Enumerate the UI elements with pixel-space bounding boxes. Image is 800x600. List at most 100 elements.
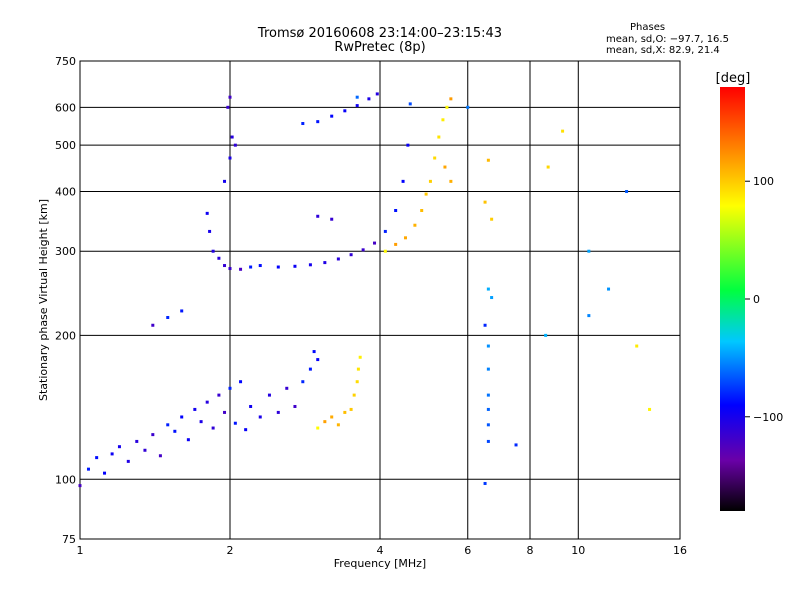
data-point-o (180, 415, 184, 419)
data-point-x (413, 223, 417, 227)
data-point-x (323, 420, 327, 424)
data-point-o (276, 265, 280, 269)
data-point-o (117, 445, 121, 449)
data-point-x (428, 179, 432, 183)
phase-stats-x: mean, sd,X: 82.9, 21.4 (606, 45, 720, 56)
data-point-scattered (486, 423, 490, 427)
data-point-x (356, 367, 360, 371)
data-point-o (383, 229, 387, 233)
data-point-o (367, 97, 371, 101)
colorbar-tick-label: 0 (753, 293, 760, 306)
data-point-scattered (486, 439, 490, 443)
data-point-scattered (587, 249, 591, 253)
data-point-o (151, 323, 155, 327)
data-point-x (561, 129, 565, 133)
data-point-o (211, 249, 215, 253)
data-point-o (316, 358, 320, 362)
data-point-o (308, 263, 312, 267)
data-point-o (226, 105, 230, 109)
data-point-scattered (483, 481, 487, 485)
data-point-o (343, 109, 347, 113)
data-point-x (316, 426, 320, 430)
data-point-x (403, 236, 407, 240)
colorbar-ticks: 100 0 −100 (745, 175, 783, 424)
data-point-o (135, 439, 139, 443)
data-point-o (355, 104, 359, 108)
data-point-x (449, 97, 453, 101)
phase-stats-title: Phases (630, 22, 666, 33)
data-point-o (293, 404, 297, 408)
data-point-scattered (625, 189, 629, 193)
data-point-o (301, 122, 305, 126)
data-point-o (330, 217, 334, 221)
data-point-o (211, 426, 215, 430)
data-point-o (316, 214, 320, 218)
data-point-o (186, 438, 190, 442)
data-point-o (158, 454, 162, 458)
data-point-x (352, 393, 356, 397)
y-axis-ticks: 75 100 200 300 400 500 600 750 (55, 55, 76, 546)
y-tick-label: 75 (62, 533, 76, 546)
data-point-scattered (483, 323, 487, 327)
data-point-o (249, 404, 253, 408)
data-point-scattered (355, 95, 359, 99)
data-point-x (648, 407, 652, 411)
data-point-o (228, 267, 232, 271)
data-point-x (383, 249, 387, 253)
data-point-scattered (466, 105, 470, 109)
data-point-x (433, 156, 437, 160)
data-point-x (486, 158, 490, 162)
colorbar-label: [deg] (716, 71, 751, 86)
data-point-o (301, 380, 305, 384)
grid-lines (80, 61, 680, 539)
data-point-scattered (486, 367, 490, 371)
data-point-o (86, 467, 90, 471)
data-point-o (394, 209, 398, 213)
data-point-o (239, 380, 243, 384)
data-point-o (103, 471, 107, 475)
data-point-o (230, 135, 234, 139)
y-tick-label: 100 (55, 473, 76, 486)
data-point-o (199, 420, 203, 424)
x-tick-label: 8 (527, 544, 534, 557)
data-point-o (205, 400, 209, 404)
data-point-o (233, 421, 237, 425)
chart-subtitle: RwPretec (8p) (334, 40, 426, 55)
data-point-o (373, 241, 377, 245)
colorbar-tick-label: 100 (753, 175, 774, 188)
x-tick-label: 10 (571, 544, 585, 557)
data-point-o (208, 229, 212, 233)
data-point-o (323, 261, 327, 265)
data-point-o (223, 264, 227, 268)
x-axis-ticks: 1 2 4 6 8 10 16 (77, 544, 688, 557)
data-point-x (441, 118, 445, 122)
data-point-o (330, 114, 334, 118)
data-point-o (244, 428, 248, 432)
data-point-x (336, 423, 340, 427)
data-point-o (173, 429, 177, 433)
data-point-o (308, 367, 312, 371)
data-point-scattered (486, 393, 490, 397)
data-point-x (546, 165, 550, 169)
data-point-x (437, 135, 441, 139)
data-point-o (110, 452, 114, 456)
y-tick-label: 300 (55, 245, 76, 258)
data-point-o (312, 350, 316, 354)
y-tick-label: 500 (55, 139, 76, 152)
data-point-o (239, 267, 243, 271)
data-point-o (375, 92, 379, 96)
x-tick-label: 2 (227, 544, 234, 557)
data-point-scattered (408, 102, 412, 106)
data-point-x (490, 217, 494, 221)
data-point-o (166, 315, 170, 319)
data-point-x (443, 165, 447, 169)
y-tick-label: 600 (55, 101, 76, 114)
data-point-o (126, 459, 130, 463)
data-point-x (343, 410, 347, 414)
data-point-scattered (587, 314, 591, 318)
data-point-o (276, 410, 280, 414)
data-point-o (293, 264, 297, 268)
colorbar-tick-label: −100 (753, 411, 783, 424)
data-point-o (258, 415, 262, 419)
